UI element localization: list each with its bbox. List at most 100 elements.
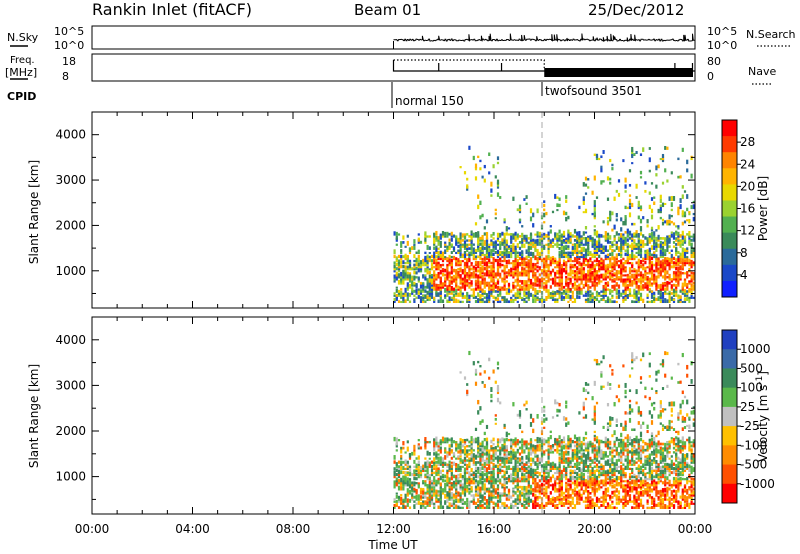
velocity-cell <box>433 457 436 462</box>
power-cell <box>545 255 548 261</box>
power-cell <box>527 241 530 246</box>
velocity-cell <box>455 498 458 501</box>
date-title: 25/Dec/2012 <box>588 1 684 19</box>
power-cell <box>554 271 557 275</box>
power-cell <box>600 180 603 185</box>
power-cell <box>485 235 489 240</box>
power-cell <box>613 249 616 252</box>
velocity-cell <box>470 436 473 440</box>
velocity-cell <box>525 478 528 483</box>
velocity-cell <box>496 506 500 509</box>
velocity-cell <box>400 470 403 475</box>
power-cell <box>633 279 636 283</box>
power-cell <box>683 220 687 224</box>
power-cell <box>402 265 405 269</box>
velocity-cell <box>481 458 484 462</box>
power-cell <box>686 249 689 252</box>
power-cell <box>670 292 673 295</box>
power-cell <box>593 243 596 246</box>
power-cell <box>615 241 618 244</box>
power-cell <box>580 290 583 295</box>
power-cell <box>435 292 438 295</box>
velocity-cell <box>483 498 486 501</box>
velocity-cell <box>459 449 462 452</box>
power-cell <box>573 249 577 255</box>
power-cell <box>527 274 530 279</box>
power-cell <box>534 295 537 299</box>
velocity-cell <box>589 440 592 444</box>
velocity-cell <box>485 477 489 483</box>
velocity-cell <box>479 472 482 477</box>
power-cell <box>534 267 537 271</box>
velocity-cell <box>602 490 605 495</box>
power-cell <box>664 145 667 150</box>
velocity-cell <box>494 488 497 491</box>
power-cell <box>644 266 647 271</box>
velocity-cell <box>582 452 585 456</box>
velocity-cell <box>499 401 502 405</box>
velocity-cell <box>560 457 563 460</box>
power-cell <box>516 292 519 297</box>
power-cell <box>600 251 603 255</box>
velocity-cell <box>567 483 570 487</box>
power-cell <box>582 267 585 271</box>
power-cell <box>675 279 678 283</box>
power-cell <box>573 265 577 269</box>
velocity-cell <box>435 453 438 458</box>
power-cell <box>692 281 695 285</box>
power-cell <box>470 288 473 291</box>
power-cell <box>512 247 515 252</box>
velocity-cell <box>573 462 577 466</box>
velocity-cell <box>461 477 464 481</box>
velocity-cell <box>459 441 462 446</box>
velocity-cell <box>402 486 405 491</box>
velocity-cell <box>448 466 451 470</box>
power-cell <box>472 275 475 279</box>
power-cell <box>507 287 511 293</box>
power-cell <box>584 273 588 277</box>
velocity-cell <box>483 502 486 505</box>
velocity-cell <box>532 500 535 503</box>
power-cell <box>419 289 423 293</box>
power-cell <box>613 273 616 277</box>
velocity-cell <box>444 493 447 499</box>
power-cell <box>534 272 537 275</box>
power-cell <box>679 175 682 179</box>
velocity-cell <box>578 490 581 495</box>
power-cell <box>452 288 456 293</box>
power-cell <box>622 267 625 271</box>
velocity-cell <box>538 471 541 475</box>
power-cell <box>595 270 599 273</box>
power-cell <box>481 175 484 179</box>
velocity-cell <box>529 422 533 427</box>
power-cell <box>397 273 401 277</box>
power-cell <box>426 278 429 283</box>
velocity-cell <box>472 361 475 366</box>
power-cell <box>635 196 638 199</box>
velocity-cell <box>558 409 561 413</box>
velocity-cell <box>571 465 574 468</box>
velocity-cell <box>527 500 530 503</box>
velocity-cell <box>505 437 508 442</box>
velocity-cell <box>606 427 610 432</box>
power-cell <box>666 257 669 261</box>
power-cell <box>580 239 583 244</box>
power-cell <box>534 291 537 295</box>
velocity-cell <box>529 490 533 493</box>
power-cell <box>681 300 684 304</box>
velocity-cell <box>503 438 506 444</box>
power-cell <box>400 251 403 255</box>
power-cell <box>510 267 513 273</box>
velocity-cell <box>591 472 594 477</box>
power-cell <box>400 260 403 265</box>
velocity-cell <box>587 483 590 487</box>
velocity-cell <box>437 459 440 462</box>
power-cell <box>532 295 535 299</box>
power-cell <box>567 300 570 304</box>
power-cell <box>474 255 478 259</box>
power-cell <box>578 287 581 291</box>
velocity-cell <box>430 500 434 505</box>
velocity-cell <box>439 471 442 475</box>
power-cell <box>529 240 533 244</box>
power-cell <box>670 265 673 269</box>
